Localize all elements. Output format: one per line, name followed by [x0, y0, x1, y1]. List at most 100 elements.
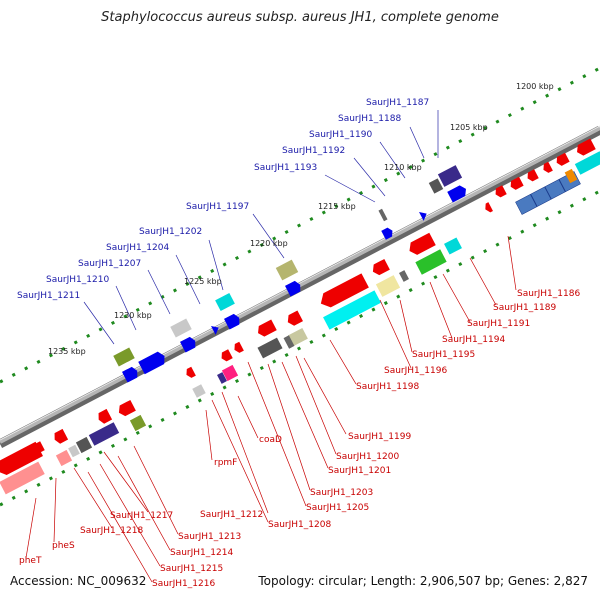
- label-saurjh1-1191[interactable]: SaurJH1_1191: [467, 319, 530, 329]
- label-saurjh1-1204[interactable]: SaurJH1_1204: [106, 243, 169, 253]
- gene-saurjh1-1204[interactable]: [170, 318, 192, 338]
- label-saurjh1-1194[interactable]: SaurJH1_1194: [442, 335, 505, 345]
- gene-saurjh1-1193[interactable]: [381, 226, 394, 240]
- label-saurjh1-1214[interactable]: SaurJH1_1214: [170, 548, 233, 558]
- gene-saurjh1-1186[interactable]: [483, 202, 493, 214]
- tick-label-1220: 1220 kbp: [250, 239, 288, 248]
- gene-phes-b[interactable]: [55, 449, 73, 467]
- gene-saurjh1-1189[interactable]: [515, 171, 581, 215]
- gene-saurjh1-1187[interactable]: [437, 165, 463, 187]
- gene-rev-7[interactable]: [52, 428, 69, 445]
- gene-saurjh1-1207[interactable]: [180, 335, 198, 353]
- gene-rev-6[interactable]: [493, 185, 507, 198]
- tick-label-1205: 1205 kbp: [450, 123, 488, 132]
- gene-saurjh1-1186b[interactable]: [574, 151, 600, 175]
- gene-saurjh1-1202[interactable]: [215, 292, 235, 312]
- label-phes[interactable]: pheS: [52, 541, 75, 551]
- gene-saurjh1-1188[interactable]: [428, 178, 444, 194]
- gene-saurjh1-1197[interactable]: [275, 259, 299, 281]
- label-coad[interactable]: coaD: [259, 435, 282, 445]
- gene-saurjh1-1208[interactable]: [221, 364, 239, 382]
- gene-saurjh1-1190[interactable]: [419, 209, 429, 221]
- label-saurjh1-1186[interactable]: SaurJH1_1186: [517, 289, 580, 299]
- gene-saurjh1-1218[interactable]: [68, 444, 80, 458]
- label-saurjh1-1216[interactable]: SaurJH1_1216: [152, 579, 215, 589]
- gene-rpmf[interactable]: [184, 366, 196, 380]
- outer-dot-track: [0, 66, 600, 384]
- label-saurjh1-1218[interactable]: SaurJH1_1218: [80, 526, 143, 536]
- gene-saurjh1-1194[interactable]: [415, 249, 447, 275]
- label-saurjh1-1192[interactable]: SaurJH1_1192: [282, 146, 345, 156]
- tick-label-1230: 1230 kbp: [114, 311, 152, 320]
- gene-saurjh1-1214[interactable]: [96, 408, 113, 425]
- gene-saurjh1-1197b[interactable]: [285, 279, 303, 297]
- gene-coad[interactable]: [232, 341, 244, 355]
- gene-saurjh1-1203[interactable]: [257, 337, 283, 359]
- label-rpmf[interactable]: rpmF: [214, 458, 237, 468]
- label-saurjh1-1198[interactable]: SaurJH1_1198: [356, 382, 419, 392]
- gene-saurjh1-1212[interactable]: [192, 384, 206, 398]
- gene-saurjh1-1196r[interactable]: [406, 232, 436, 257]
- gene-saurjh1-1210[interactable]: [138, 350, 168, 375]
- label-saurjh1-1208[interactable]: SaurJH1_1208: [268, 520, 331, 530]
- gene-saurjh1-1191[interactable]: [444, 237, 462, 255]
- label-saurjh1-1212[interactable]: SaurJH1_1212: [200, 510, 263, 520]
- gene-saurjh1-1201b[interactable]: [283, 335, 295, 349]
- gene-rev-3[interactable]: [541, 161, 553, 175]
- gene-rev-2[interactable]: [554, 152, 570, 167]
- label-saurjh1-1210[interactable]: SaurJH1_1210: [46, 275, 109, 285]
- forward-gene-labels: SaurJH1_1187 SaurJH1_1188 SaurJH1_1190 S…: [17, 98, 429, 301]
- inner-dot-track: [0, 189, 600, 507]
- gene-saurjh1-1198[interactable]: [317, 273, 369, 310]
- gene-saurjh1-1205[interactable]: [255, 319, 277, 339]
- gene-phet[interactable]: [0, 461, 45, 495]
- label-saurjh1-1197[interactable]: SaurJH1_1197: [186, 202, 249, 212]
- label-saurjh1-1201[interactable]: SaurJH1_1201: [328, 466, 391, 476]
- gene-saurjh1-1195[interactable]: [399, 270, 409, 282]
- gene-saurjh1-1203-fwd[interactable]: [211, 323, 221, 335]
- gene-phes[interactable]: [0, 441, 43, 478]
- gene-saurjh1-1198r[interactable]: [370, 258, 390, 277]
- gene-saurjh1-1213[interactable]: [116, 399, 136, 418]
- label-phet[interactable]: pheT: [19, 556, 42, 566]
- label-saurjh1-1188[interactable]: SaurJH1_1188: [338, 114, 401, 124]
- label-saurjh1-1203[interactable]: SaurJH1_1203: [310, 488, 373, 498]
- gene-saurjh1-1211[interactable]: [113, 347, 135, 367]
- gene-saurjh1-1201[interactable]: [288, 327, 308, 347]
- label-saurjh1-1207[interactable]: SaurJH1_1207: [78, 259, 141, 269]
- tick-labels: 1200 kbp 1205 kbp 1210 kbp 1215 kbp 1220…: [48, 82, 554, 356]
- gene-saurjh1-1208b[interactable]: [217, 372, 227, 384]
- gene-saurjh1-1192[interactable]: [378, 208, 388, 222]
- label-saurjh1-1205[interactable]: SaurJH1_1205: [306, 503, 369, 513]
- label-saurjh1-1211[interactable]: SaurJH1_1211: [17, 291, 80, 301]
- gene-saurjh1-1211b[interactable]: [122, 365, 140, 383]
- label-saurjh1-1196[interactable]: SaurJH1_1196: [384, 366, 447, 376]
- map-title: Staphylococcus aureus subsp. aureus JH1,…: [101, 10, 499, 25]
- gene-saurjh1-1202b[interactable]: [224, 312, 242, 330]
- gene-rev-5[interactable]: [508, 176, 524, 191]
- gene-coad-b[interactable]: [219, 349, 233, 362]
- gene-rev-1[interactable]: [574, 138, 596, 158]
- label-saurjh1-1189[interactable]: SaurJH1_1189: [493, 303, 556, 313]
- label-saurjh1-1193[interactable]: SaurJH1_1193: [254, 163, 317, 173]
- gene-saurjh1-1216[interactable]: [88, 422, 120, 446]
- label-saurjh1-1202[interactable]: SaurJH1_1202: [139, 227, 202, 237]
- label-saurjh1-1195[interactable]: SaurJH1_1195: [412, 350, 475, 360]
- label-saurjh1-1217[interactable]: SaurJH1_1217: [110, 511, 173, 521]
- gene-rev-4[interactable]: [525, 169, 539, 182]
- gene-saurjh1-1189b[interactable]: [564, 168, 578, 184]
- gene-saurjh1-1215[interactable]: [129, 414, 147, 432]
- tick-label-1200: 1200 kbp: [516, 82, 554, 91]
- gene-saurjh1-1189-fwd[interactable]: [447, 184, 469, 203]
- label-saurjh1-1187[interactable]: SaurJH1_1187: [366, 98, 429, 108]
- gene-saurjh1-1196[interactable]: [375, 275, 401, 297]
- tick-label-1225: 1225 kbp: [184, 277, 222, 286]
- label-saurjh1-1215[interactable]: SaurJH1_1215: [160, 564, 223, 574]
- gene-saurjh1-1199[interactable]: [323, 290, 381, 330]
- label-saurjh1-1190[interactable]: SaurJH1_1190: [309, 130, 372, 140]
- label-saurjh1-1200[interactable]: SaurJH1_1200: [336, 452, 399, 462]
- gene-saurjh1-1217[interactable]: [75, 436, 93, 454]
- gene-saurjh1-1200[interactable]: [285, 310, 303, 327]
- label-saurjh1-1213[interactable]: SaurJH1_1213: [178, 532, 241, 542]
- label-saurjh1-1199[interactable]: SaurJH1_1199: [348, 432, 411, 442]
